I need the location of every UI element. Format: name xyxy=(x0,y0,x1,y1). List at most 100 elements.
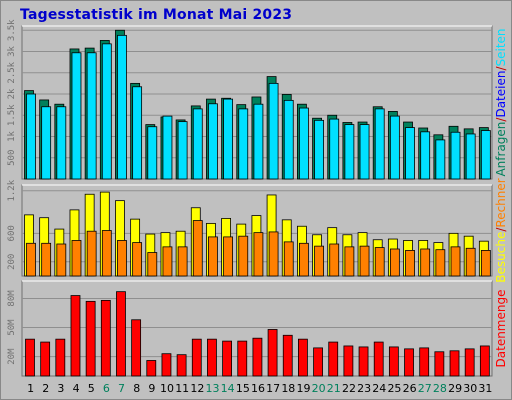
bar-datenmenge xyxy=(40,341,51,377)
bar-datenmenge xyxy=(267,329,278,377)
bar-seiten xyxy=(253,103,264,180)
bar-rechner xyxy=(71,240,82,277)
bar-datenmenge xyxy=(252,337,263,377)
day-label: 31 xyxy=(478,382,492,395)
y-tick-label: 200 xyxy=(7,254,17,270)
y-tick-label: 1.5k xyxy=(7,104,17,126)
day-label: 3 xyxy=(57,382,64,395)
bar-rechner xyxy=(238,235,249,277)
day-label: 10 xyxy=(160,382,174,395)
bar-seiten xyxy=(329,118,340,180)
bar-datenmenge xyxy=(237,340,248,377)
bar-seiten xyxy=(41,106,52,180)
bar-seiten xyxy=(101,43,112,180)
bar-datenmenge xyxy=(388,346,399,377)
side-label-part: / xyxy=(494,66,508,71)
bar-seiten xyxy=(192,108,203,180)
day-label: 16 xyxy=(251,382,265,395)
bar-rechner xyxy=(283,241,294,277)
y-tick-label: 3.5k xyxy=(7,19,17,41)
day-label: 19 xyxy=(296,382,310,395)
day-label: 22 xyxy=(342,382,356,395)
bar-seiten xyxy=(480,130,491,180)
bar-datenmenge xyxy=(131,319,142,377)
bar-rechner xyxy=(41,242,52,277)
y-tick-label: 80M xyxy=(7,290,17,307)
bar-datenmenge xyxy=(373,341,384,377)
bar-rechner xyxy=(389,248,400,277)
bar-rechner xyxy=(405,250,415,277)
bar-seiten xyxy=(450,131,461,180)
bar-seiten xyxy=(268,82,279,180)
bar-rechner xyxy=(465,247,476,277)
day-label: 12 xyxy=(190,382,204,395)
y-tick-label: 50M xyxy=(7,319,17,336)
side-label-part: / xyxy=(494,117,508,122)
bar-rechner xyxy=(117,240,127,277)
bar-rechner xyxy=(420,248,431,277)
bar-datenmenge xyxy=(449,350,460,377)
bar-seiten xyxy=(374,108,385,180)
bar-seiten xyxy=(208,103,218,180)
y-tick-label: 500 xyxy=(7,150,17,166)
bar-seiten xyxy=(299,107,309,180)
y-tick-label: 2k xyxy=(7,88,17,99)
day-label: 2 xyxy=(42,382,49,395)
day-label: 4 xyxy=(73,382,80,395)
bar-datenmenge xyxy=(191,338,202,377)
day-label: 20 xyxy=(312,382,326,395)
bar-datenmenge xyxy=(343,345,354,377)
bar-seiten xyxy=(177,121,188,180)
bar-datenmenge xyxy=(464,348,475,377)
bar-seiten xyxy=(283,99,294,180)
bar-rechner xyxy=(192,220,203,277)
bar-seiten xyxy=(389,115,400,180)
side-label-part: Seiten xyxy=(494,28,508,66)
bar-seiten xyxy=(56,106,67,180)
bar-seiten xyxy=(26,93,36,180)
bar-seiten xyxy=(314,119,324,180)
day-label: 28 xyxy=(433,382,447,395)
bar-datenmenge xyxy=(55,338,66,377)
bar-rechner xyxy=(162,246,173,277)
side-label-part: Besuche xyxy=(494,232,508,283)
side-label-part: / xyxy=(494,227,508,232)
bar-seiten xyxy=(359,124,370,180)
bar-seiten xyxy=(465,133,476,180)
day-label: 17 xyxy=(266,382,280,395)
bar-rechner xyxy=(314,245,324,277)
day-label: 15 xyxy=(236,382,250,395)
day-label: 8 xyxy=(133,382,140,395)
day-label: 7 xyxy=(118,382,125,395)
bar-rechner xyxy=(450,246,461,277)
side-label-middle: Besuche/Rechner xyxy=(494,178,508,282)
bar-datenmenge xyxy=(146,360,157,377)
day-label: 21 xyxy=(327,382,341,395)
bar-datenmenge xyxy=(313,347,323,377)
bar-datenmenge xyxy=(479,345,490,377)
bar-rechner xyxy=(268,231,279,277)
side-label-part: Anfragen xyxy=(494,122,508,177)
y-tick-label: 600 xyxy=(7,225,17,241)
bar-rechner xyxy=(101,230,112,277)
bar-rechner xyxy=(253,232,264,277)
bar-seiten xyxy=(147,126,158,180)
bar-rechner xyxy=(344,246,355,277)
bar-rechner xyxy=(86,230,97,277)
bar-seiten xyxy=(71,52,82,180)
day-label: 30 xyxy=(463,382,477,395)
y-tick-label: 1k xyxy=(7,131,17,142)
bar-seiten xyxy=(405,127,415,180)
y-tick-label: 2.5k xyxy=(7,61,17,83)
bar-datenmenge xyxy=(222,340,232,377)
bar-rechner xyxy=(480,250,491,277)
bar-datenmenge xyxy=(434,351,445,377)
chart-title: Tagesstatistik im Monat Mai 2023 xyxy=(20,7,293,23)
y-tick-label: 20M xyxy=(7,348,17,365)
day-label: 14 xyxy=(221,382,235,395)
day-label: 24 xyxy=(372,382,386,395)
bar-datenmenge xyxy=(85,300,96,377)
bar-seiten xyxy=(344,124,355,180)
bar-rechner xyxy=(26,242,36,277)
